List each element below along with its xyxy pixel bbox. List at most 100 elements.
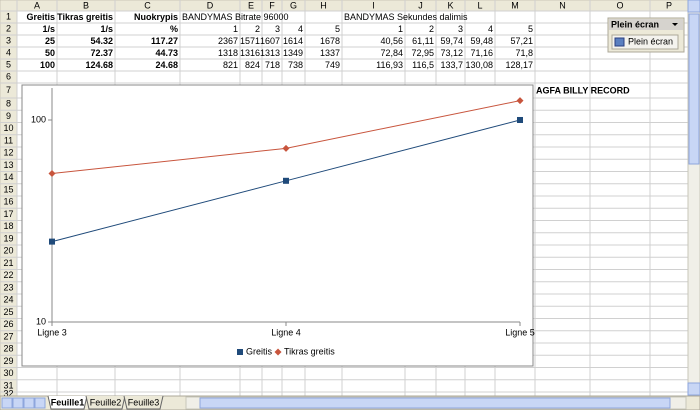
cell-text: 821 xyxy=(223,60,238,70)
cell-text: 72.37 xyxy=(90,48,113,58)
cell-text: 117.27 xyxy=(151,36,178,46)
scroll-thumb[interactable] xyxy=(688,13,700,165)
legend-marker xyxy=(237,349,243,355)
column-header: D xyxy=(207,0,214,10)
h-scroll-thumb[interactable] xyxy=(199,397,671,409)
column-header: N xyxy=(559,0,566,10)
column-header: K xyxy=(447,0,453,10)
sheet-tab-label[interactable]: Feuille2 xyxy=(90,397,122,407)
column-header: I xyxy=(372,0,375,10)
row-header: 13 xyxy=(3,160,13,170)
banner-cell: AGFA BILLY RECORD xyxy=(536,85,630,95)
scroll-up[interactable] xyxy=(687,0,700,13)
tab-nav-button[interactable] xyxy=(12,397,24,409)
cell-text: 3 xyxy=(458,24,463,34)
row-header: 7 xyxy=(6,85,11,95)
sheet-tab-label[interactable]: Feuille1 xyxy=(51,397,85,407)
row-header: 3 xyxy=(6,35,11,45)
cell-text: 1614 xyxy=(283,36,303,46)
cell-text: 71,8 xyxy=(515,48,533,58)
cell-text: 2367 xyxy=(218,36,238,46)
cell-text: 40,56 xyxy=(380,36,403,46)
column-header: B xyxy=(83,0,89,10)
cell-text: Tikras greitis xyxy=(57,12,113,22)
toolbar-button[interactable] xyxy=(611,34,679,50)
row-header: 9 xyxy=(6,111,11,121)
y-tick-label: 100 xyxy=(31,114,46,124)
cell-text: 2 xyxy=(255,24,260,34)
cell-text: 130,08 xyxy=(465,60,493,70)
sheet-tab[interactable] xyxy=(85,395,126,410)
cell-text: 1 xyxy=(233,24,238,34)
cell-text: 71,16 xyxy=(470,48,493,58)
row-header: 15 xyxy=(3,184,13,194)
legend-label: Greitis xyxy=(246,346,273,356)
cell-text: 24.68 xyxy=(155,60,178,70)
row-header: 4 xyxy=(6,47,11,57)
column-header-bar xyxy=(0,0,689,12)
cell-text: 116,5 xyxy=(412,60,434,70)
legend-label: Tikras greitis xyxy=(284,346,335,356)
row-header: 8 xyxy=(6,99,11,109)
data-point xyxy=(48,170,56,178)
cell-text: Nuokrypis xyxy=(134,12,178,22)
toolbar-button-label[interactable]: Plein écran xyxy=(628,36,673,46)
column-header: C xyxy=(144,0,151,10)
sheet-tab[interactable] xyxy=(123,395,164,410)
cell-text: 116,93 xyxy=(376,60,403,70)
data-point xyxy=(282,144,290,152)
tab-nav-button[interactable] xyxy=(1,397,13,409)
row-header: 26 xyxy=(3,319,13,329)
row-header: 25 xyxy=(3,307,13,317)
cell-text: 57,21 xyxy=(510,36,533,46)
row-header: 14 xyxy=(3,172,13,182)
data-point xyxy=(517,116,523,123)
tab-nav-button[interactable] xyxy=(34,397,46,409)
scroll-down[interactable] xyxy=(687,382,700,396)
cell-text: 1337 xyxy=(320,48,340,58)
data-point xyxy=(49,238,55,245)
row-header: 1 xyxy=(6,11,11,21)
row-header: 17 xyxy=(3,209,13,219)
column-header: P xyxy=(666,0,672,10)
cell-text: 1/s xyxy=(42,24,55,34)
row-header: 20 xyxy=(3,246,13,256)
column-header: J xyxy=(418,0,423,10)
cell-text: 1349 xyxy=(283,48,303,58)
row-header: 28 xyxy=(3,344,13,354)
row-header: 2 xyxy=(6,23,11,33)
column-header: E xyxy=(248,0,254,10)
tab-nav-button[interactable] xyxy=(23,397,35,409)
column-header: A xyxy=(34,0,40,10)
cell-text: 128,17 xyxy=(505,60,533,70)
column-header: F xyxy=(269,0,275,10)
x-tick-label: Ligne 3 xyxy=(37,327,67,337)
cell-text: 72,95 xyxy=(411,48,434,58)
cell-text: 1/s xyxy=(100,24,113,34)
column-header: H xyxy=(320,0,327,10)
data-point xyxy=(516,97,524,105)
row-header: 11 xyxy=(4,135,13,145)
cell-text: 73,12 xyxy=(440,48,463,58)
cell-text: 1313 xyxy=(260,48,280,58)
sheet-tab-label[interactable]: Feuille3 xyxy=(128,397,160,407)
cell-text: % xyxy=(170,24,178,34)
cell-text: 72,84 xyxy=(380,48,403,58)
row-header: 18 xyxy=(3,221,13,231)
cell-text: 59,74 xyxy=(440,36,463,46)
cell-text: 25 xyxy=(45,36,55,46)
row-header: 27 xyxy=(3,331,13,341)
cell-text: 738 xyxy=(288,60,303,70)
cell-text: 44.73 xyxy=(155,48,178,58)
cell-text: 5 xyxy=(528,24,533,34)
cell-text: 749 xyxy=(325,60,340,70)
x-tick-label: Ligne 4 xyxy=(271,327,301,337)
toolbar-icon xyxy=(614,37,625,47)
cell-text: 1318 xyxy=(218,48,238,58)
row-header: 16 xyxy=(3,197,13,207)
sheet-tab[interactable] xyxy=(47,395,88,410)
cell-text: 2 xyxy=(429,24,434,34)
toolbar-dropdown[interactable] xyxy=(672,23,678,26)
cell-text: BANDYMAS Sekundes dalimis xyxy=(344,12,468,22)
